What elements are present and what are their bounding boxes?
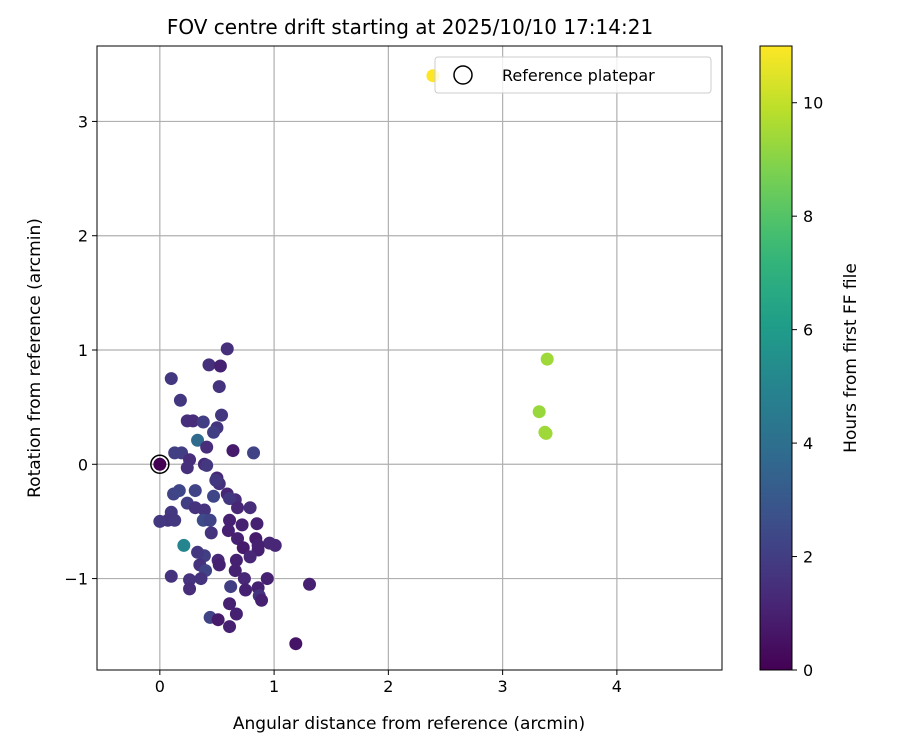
colorbar-tick-label: 0 — [803, 661, 813, 680]
x-tick-label: 3 — [498, 677, 508, 696]
data-point — [268, 538, 282, 552]
legend-label: Reference platepar — [502, 66, 655, 85]
colorbar-tick-label: 10 — [803, 94, 823, 113]
colorbar-tick-label: 6 — [803, 321, 813, 340]
legend-reference-marker — [453, 65, 473, 85]
data-point — [172, 484, 186, 498]
data-point — [243, 501, 257, 515]
data-point — [164, 569, 178, 583]
data-point — [168, 513, 182, 527]
legend: Reference platepar — [434, 56, 712, 94]
data-point — [237, 572, 251, 586]
x-tick-label: 0 — [155, 677, 165, 696]
chart-title: FOV centre drift starting at 2025/10/10 … — [167, 15, 653, 39]
x-ticks: 0 1 2 3 4 — [155, 670, 622, 696]
data-point — [251, 538, 265, 552]
data-point — [289, 637, 303, 651]
x-tick-label: 2 — [383, 677, 393, 696]
data-point — [223, 492, 237, 506]
data-point — [203, 513, 217, 527]
data-point — [229, 607, 243, 621]
data-point — [194, 572, 208, 586]
data-point — [260, 572, 274, 586]
data-point — [164, 372, 178, 386]
data-point — [207, 425, 221, 439]
data-point — [223, 513, 237, 527]
y-ticks: −1 0 1 2 3 — [64, 112, 97, 589]
data-point — [153, 457, 167, 471]
data-point — [180, 461, 194, 475]
data-point — [188, 484, 202, 498]
data-point — [239, 583, 253, 597]
data-point — [200, 440, 214, 454]
data-point — [204, 526, 218, 540]
data-point — [224, 580, 238, 594]
y-tick-label: 1 — [78, 341, 88, 360]
colorbar-label: Hours from first FF file — [841, 263, 861, 453]
data-point — [223, 597, 237, 611]
y-tick-label: 2 — [78, 227, 88, 246]
data-point — [183, 573, 197, 587]
data-point — [153, 514, 167, 528]
data-point — [303, 577, 317, 591]
data-point — [200, 458, 214, 472]
y-tick-label: 3 — [78, 112, 88, 131]
data-point — [212, 558, 226, 572]
data-point — [183, 582, 197, 596]
data-point — [532, 405, 546, 419]
data-point — [231, 501, 245, 515]
data-point — [191, 433, 205, 447]
data-point — [228, 564, 242, 578]
data-points — [150, 69, 554, 651]
x-tick-label: 1 — [269, 677, 279, 696]
colorbar — [759, 45, 793, 671]
data-point — [191, 545, 205, 559]
reference-platepar-marker — [150, 454, 170, 475]
x-axis-label: Angular distance from reference (arcmin) — [233, 714, 585, 734]
data-point — [215, 408, 229, 422]
data-point — [540, 352, 554, 366]
colorbar-ticks: 0 2 4 6 8 10 — [792, 94, 823, 680]
data-point — [207, 489, 221, 503]
data-point — [202, 358, 216, 372]
data-point — [177, 538, 191, 552]
y-tick-label: −1 — [64, 570, 88, 589]
data-point — [196, 415, 210, 429]
data-point — [538, 425, 552, 439]
colorbar-tick-label: 4 — [803, 434, 813, 453]
data-point — [221, 524, 235, 538]
y-tick-label: 0 — [78, 455, 88, 474]
data-point — [173, 393, 187, 407]
colorbar-tick-label: 8 — [803, 207, 813, 226]
plot-frame — [96, 45, 723, 671]
data-point — [211, 613, 225, 627]
data-point — [209, 473, 223, 487]
data-point — [220, 342, 234, 356]
data-point — [250, 517, 264, 531]
colorbar-tick-label: 2 — [803, 548, 813, 567]
data-point — [236, 541, 250, 555]
data-point — [235, 518, 249, 532]
data-point — [255, 593, 269, 607]
x-tick-label: 4 — [612, 677, 622, 696]
data-point — [186, 414, 200, 428]
data-point — [243, 550, 257, 564]
y-axis-label: Rotation from reference (arcmin) — [25, 218, 45, 498]
data-point — [226, 444, 240, 458]
data-point — [229, 553, 243, 567]
data-point — [197, 503, 211, 517]
data-point — [213, 359, 227, 373]
data-point — [247, 446, 261, 460]
data-point — [212, 380, 226, 394]
data-point — [223, 620, 237, 634]
